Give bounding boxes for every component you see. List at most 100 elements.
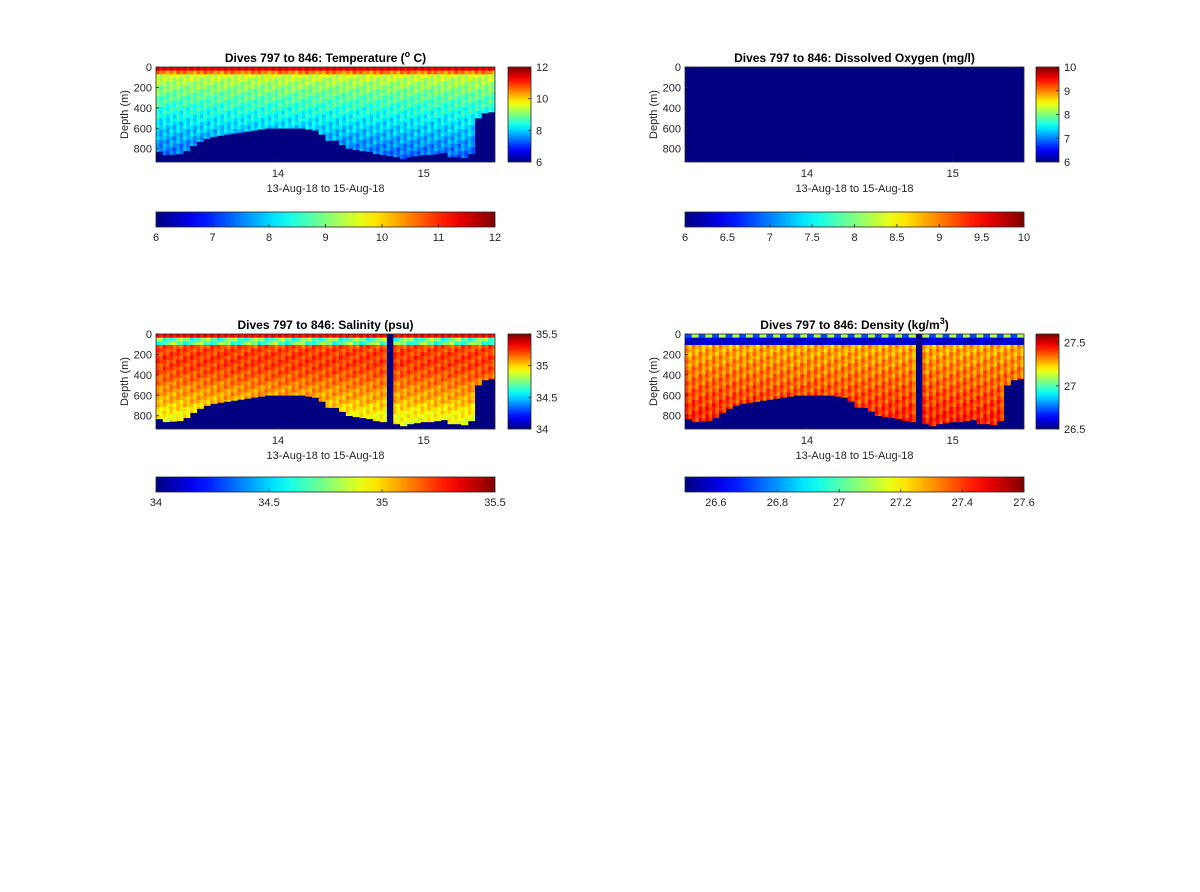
heatmap-cell <box>386 121 391 126</box>
heatmap-cell <box>250 370 255 375</box>
heatmap-cell <box>172 403 177 408</box>
heatmap-cell <box>159 85 164 90</box>
heatmap-cell <box>430 81 435 86</box>
heatmap-cell <box>756 337 760 342</box>
heatmap-cell <box>298 385 303 390</box>
heatmap-cell <box>254 396 259 398</box>
heatmap-cell <box>739 377 744 382</box>
heatmap-cell <box>342 70 347 75</box>
heatmap-cell <box>352 396 357 401</box>
heatmap-cell <box>325 392 330 397</box>
heatmap-cell <box>227 81 231 86</box>
heatmap-cell <box>372 370 377 375</box>
heatmap-cell <box>756 359 760 364</box>
heatmap-cell <box>189 355 194 360</box>
heatmap-cell <box>369 363 374 368</box>
heatmap-cell <box>393 77 398 82</box>
heatmap-cell <box>417 377 421 382</box>
heatmap-cell <box>220 337 225 342</box>
heatmap-cell <box>166 125 170 130</box>
heatmap-cell <box>715 341 720 346</box>
heatmap-cell <box>396 103 401 108</box>
heatmap-cell <box>461 92 465 97</box>
heatmap-cell <box>294 96 299 101</box>
dive-column <box>739 334 747 404</box>
heatmap-cell <box>420 77 425 82</box>
heatmap-cell <box>227 77 231 82</box>
heatmap-cell <box>722 374 727 379</box>
heatmap-cell <box>162 132 167 137</box>
heatmap-cell <box>685 407 689 412</box>
heatmap-cell <box>203 388 208 393</box>
heatmap-cell <box>735 403 740 406</box>
heatmap-cell <box>213 107 218 112</box>
heatmap-cell <box>278 348 282 353</box>
heatmap-cell <box>461 74 465 79</box>
heatmap-cell <box>420 388 425 393</box>
heatmap-cell <box>322 334 326 338</box>
heatmap-cell <box>284 359 289 364</box>
heatmap-cell <box>393 348 398 353</box>
heatmap-cell <box>172 359 177 364</box>
heatmap-cell <box>223 114 228 119</box>
heatmap-cell <box>369 370 374 375</box>
heatmap-cell <box>403 403 408 408</box>
heatmap-cell <box>413 359 418 364</box>
heatmap-cell <box>749 377 754 382</box>
heatmap-cell <box>369 99 374 104</box>
heatmap-cell <box>271 88 276 93</box>
heatmap-cell <box>413 77 418 82</box>
heatmap-cell <box>166 355 170 360</box>
heatmap-cell <box>464 359 469 364</box>
heatmap-cell <box>339 388 343 393</box>
heatmap-cell <box>447 114 452 119</box>
heatmap-cell <box>159 143 164 148</box>
heatmap-cell <box>281 344 286 349</box>
heatmap-cell <box>729 352 733 357</box>
heatmap-cell <box>271 363 276 368</box>
heatmap-cell <box>233 96 238 101</box>
heatmap-cell <box>447 121 452 126</box>
heatmap-cell <box>345 88 350 93</box>
heatmap-cell <box>271 344 276 349</box>
heatmap-cell <box>172 129 177 134</box>
heatmap-cell <box>206 377 211 382</box>
heatmap-cell <box>257 67 262 71</box>
heatmap-cell <box>223 118 228 123</box>
heatmap-cell <box>156 334 160 338</box>
heatmap-cell <box>223 352 228 357</box>
heatmap-cell <box>450 132 455 137</box>
heatmap-cell <box>349 414 354 417</box>
heatmap-cell <box>254 110 259 115</box>
heatmap-cell <box>217 385 221 390</box>
heatmap-cell <box>230 96 235 101</box>
heatmap-cell <box>179 385 184 390</box>
heatmap-cell <box>288 381 292 386</box>
heatmap-cell <box>406 74 411 79</box>
heatmap-cell <box>230 107 235 112</box>
heatmap-cell <box>447 67 452 71</box>
heatmap-cell <box>271 118 276 123</box>
heatmap-cell <box>193 70 198 75</box>
heatmap-cell <box>328 129 333 134</box>
heatmap-cell <box>742 385 747 390</box>
heatmap-cell <box>366 129 370 134</box>
heatmap-cell <box>464 399 469 404</box>
heatmap-cell <box>200 352 204 357</box>
heatmap-cell <box>281 363 286 368</box>
heatmap-cell <box>200 118 204 123</box>
heatmap-cell <box>339 385 343 390</box>
heatmap-cell <box>332 370 337 375</box>
heatmap-cell <box>454 344 459 349</box>
heatmap-cell <box>762 344 767 349</box>
heatmap-cell <box>417 348 421 353</box>
heatmap-cell <box>356 392 360 397</box>
heatmap-image <box>156 67 495 162</box>
chart-title: Dives 797 to 846: Salinity (psu) <box>237 318 413 332</box>
heatmap-cell <box>271 107 276 112</box>
heatmap-cell <box>264 70 269 75</box>
heatmap-cell <box>393 370 398 375</box>
dive-column <box>196 334 204 409</box>
heatmap-cell <box>722 403 727 408</box>
heatmap-cell <box>200 114 204 119</box>
